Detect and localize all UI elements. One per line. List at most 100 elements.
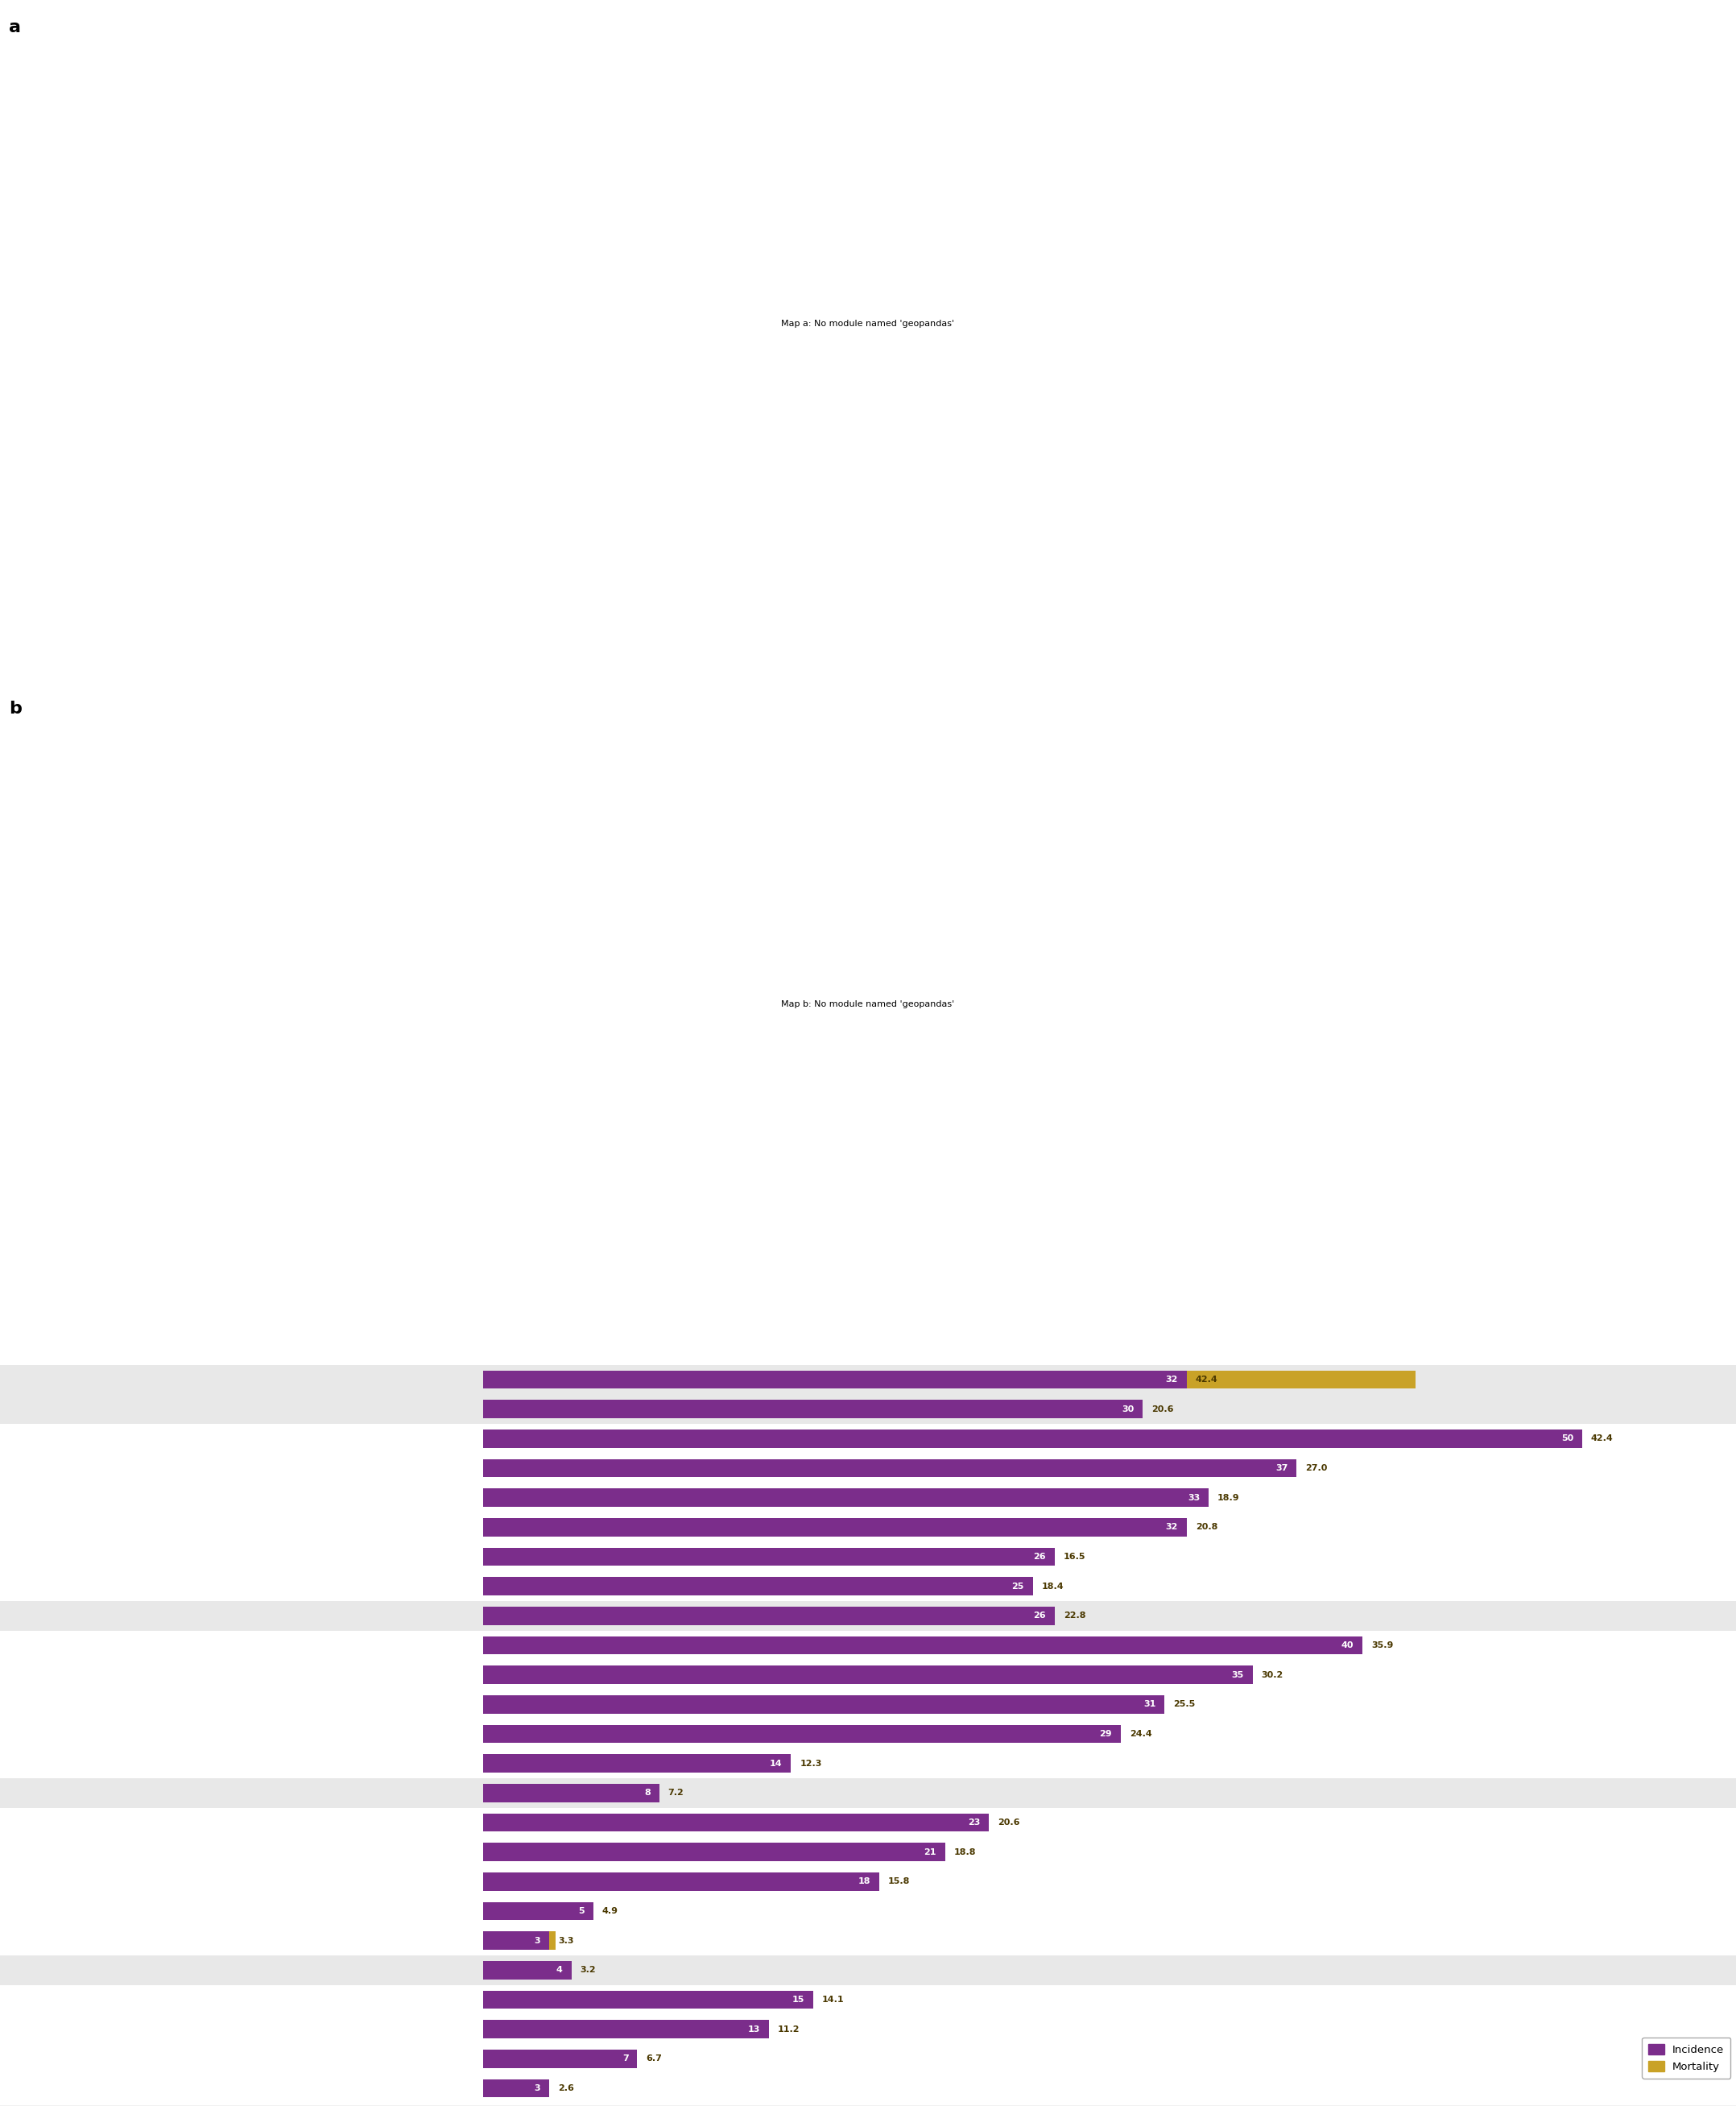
Bar — [483, 1931, 556, 1950]
Text: Map a: No module named 'geopandas': Map a: No module named 'geopandas' — [781, 320, 955, 329]
Text: b: b — [9, 701, 21, 716]
Text: 25.5: 25.5 — [1174, 1700, 1196, 1708]
Bar — [483, 1666, 1253, 1685]
Bar — [483, 1695, 1043, 1714]
Text: 3: 3 — [535, 2085, 540, 2093]
Bar — [483, 1961, 554, 1980]
Text: 6.7: 6.7 — [646, 2055, 661, 2062]
Text: 20.8: 20.8 — [1196, 1523, 1217, 1531]
Text: 21: 21 — [924, 1849, 936, 1855]
Bar — [0, 1365, 1736, 1394]
Text: 30: 30 — [1121, 1405, 1134, 1413]
Text: 27.0: 27.0 — [1305, 1464, 1328, 1472]
Bar — [483, 1990, 812, 2009]
Text: 2.6: 2.6 — [559, 2085, 575, 2093]
Text: 13: 13 — [748, 2026, 760, 2032]
Bar — [483, 1371, 1415, 1388]
Bar — [483, 1725, 1019, 1744]
Text: 30.2: 30.2 — [1262, 1670, 1283, 1678]
Text: 7.2: 7.2 — [668, 1788, 684, 1796]
Bar — [483, 1607, 1055, 1626]
Bar — [0, 1777, 1736, 1807]
Text: 4.9: 4.9 — [602, 1908, 618, 1914]
Text: 42.4: 42.4 — [1196, 1375, 1217, 1384]
Text: 37: 37 — [1276, 1464, 1288, 1472]
Text: 50: 50 — [1561, 1434, 1573, 1443]
Bar — [483, 1430, 1415, 1447]
Text: 18.8: 18.8 — [953, 1849, 976, 1855]
Text: 15: 15 — [792, 1996, 804, 2003]
Bar — [483, 2079, 540, 2098]
Bar — [483, 1548, 1055, 1567]
Text: 4: 4 — [556, 1967, 562, 1973]
Text: 35.9: 35.9 — [1371, 1641, 1394, 1649]
Legend: Incidence, Mortality: Incidence, Mortality — [1642, 2037, 1731, 2079]
Text: 11.2: 11.2 — [778, 2026, 800, 2032]
Text: 12.3: 12.3 — [800, 1759, 821, 1767]
Text: 20.6: 20.6 — [1151, 1405, 1174, 1413]
Bar — [483, 1518, 941, 1537]
Text: 5: 5 — [578, 1908, 585, 1914]
Text: 14: 14 — [769, 1759, 783, 1767]
Bar — [483, 1459, 1076, 1478]
Bar — [483, 1813, 990, 1832]
Bar — [483, 2020, 729, 2039]
Text: 16.5: 16.5 — [1064, 1552, 1085, 1561]
Bar — [483, 1577, 1033, 1596]
Bar — [483, 1430, 1581, 1447]
Text: 29: 29 — [1099, 1729, 1113, 1737]
Bar — [483, 1902, 592, 1921]
Bar — [483, 1754, 753, 1773]
Text: 32: 32 — [1165, 1375, 1177, 1384]
Bar — [483, 2049, 637, 2068]
Bar — [0, 1394, 1736, 1424]
Bar — [483, 1695, 1165, 1714]
Bar — [483, 1784, 642, 1803]
Text: 26: 26 — [1033, 1611, 1047, 1620]
Bar — [483, 1931, 549, 1950]
Bar — [483, 1489, 899, 1508]
Text: 24.4: 24.4 — [1130, 1729, 1153, 1737]
Bar — [483, 1754, 792, 1773]
Text: 14.1: 14.1 — [821, 1996, 844, 2003]
Bar — [483, 1577, 887, 1596]
Bar — [483, 1607, 984, 1626]
Bar — [483, 1843, 896, 1862]
Text: 42.4: 42.4 — [1590, 1434, 1613, 1443]
Bar — [483, 1371, 1187, 1388]
Text: 22.8: 22.8 — [1064, 1611, 1085, 1620]
Bar — [0, 1601, 1736, 1630]
Bar — [483, 2079, 549, 2098]
Text: 3.3: 3.3 — [559, 1938, 575, 1944]
Bar — [483, 1400, 936, 1417]
Bar — [483, 1902, 594, 1921]
Text: 3: 3 — [535, 1938, 540, 1944]
Text: 26: 26 — [1033, 1552, 1047, 1561]
Bar — [483, 1636, 1272, 1655]
Bar — [483, 1784, 660, 1803]
Text: 18: 18 — [858, 1879, 870, 1885]
Text: a: a — [9, 19, 21, 36]
Bar — [483, 1548, 845, 1567]
Bar — [483, 1725, 1121, 1744]
Text: Map b: No module named 'geopandas': Map b: No module named 'geopandas' — [781, 1000, 955, 1009]
Text: 33: 33 — [1187, 1493, 1200, 1502]
Text: 35: 35 — [1231, 1670, 1243, 1678]
Text: 18.4: 18.4 — [1042, 1582, 1064, 1590]
Text: 31: 31 — [1144, 1700, 1156, 1708]
Bar — [483, 2049, 630, 2068]
Bar — [483, 1843, 944, 1862]
Text: 40: 40 — [1342, 1641, 1354, 1649]
Text: 7: 7 — [621, 2055, 628, 2062]
Bar — [0, 1954, 1736, 1986]
Text: 32: 32 — [1165, 1523, 1177, 1531]
Bar — [483, 1400, 1142, 1417]
Text: 18.9: 18.9 — [1217, 1493, 1240, 1502]
Text: 8: 8 — [644, 1788, 651, 1796]
Bar — [483, 1636, 1363, 1655]
Bar — [483, 2020, 769, 2039]
Bar — [483, 1489, 1208, 1508]
Text: 3.2: 3.2 — [580, 1967, 595, 1973]
Text: 15.8: 15.8 — [887, 1879, 910, 1885]
Text: 23: 23 — [967, 1817, 981, 1826]
